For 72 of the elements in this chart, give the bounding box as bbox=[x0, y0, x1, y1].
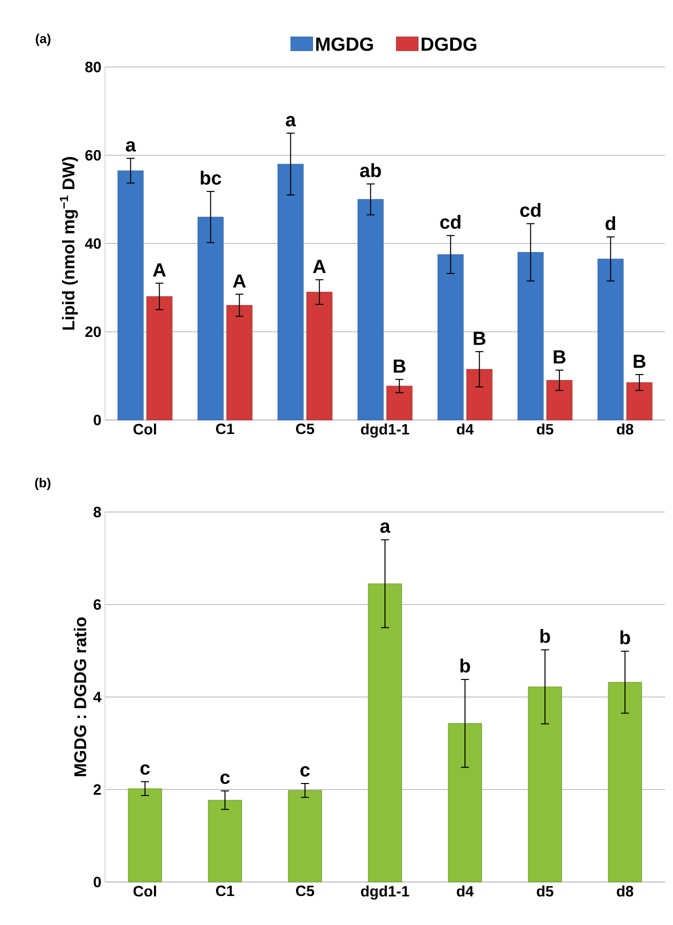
bar bbox=[358, 199, 384, 420]
y-tick-label: 8 bbox=[94, 506, 101, 518]
x-tick-label: C1 bbox=[216, 424, 234, 434]
annotation: A bbox=[313, 260, 326, 273]
annotation: B bbox=[474, 332, 486, 345]
bar bbox=[466, 369, 492, 420]
x-tick-label: d8 bbox=[616, 424, 634, 435]
annotation: cd bbox=[440, 214, 460, 229]
annotation: B bbox=[634, 354, 646, 368]
x-tick-label: C1 bbox=[216, 886, 234, 896]
annotation: d bbox=[606, 216, 616, 230]
bar bbox=[208, 800, 242, 882]
annotation: b bbox=[460, 658, 470, 673]
annotation: c bbox=[300, 766, 310, 777]
x-tick-label: dgd1-1 bbox=[361, 424, 410, 438]
annotation: bc bbox=[200, 170, 222, 185]
legend-label: MGDG bbox=[316, 37, 373, 51]
x-tick-label: Col bbox=[134, 424, 156, 435]
y-tick-label: 80 bbox=[85, 62, 101, 72]
annotation: b bbox=[620, 630, 630, 644]
bar bbox=[608, 682, 642, 882]
bar bbox=[146, 296, 172, 420]
annotation: cd bbox=[520, 202, 540, 217]
legend-label: DGDG bbox=[422, 37, 476, 51]
x-tick-label: d5 bbox=[536, 424, 554, 435]
x-tick-label: Col bbox=[134, 886, 156, 897]
bar bbox=[626, 382, 652, 420]
y-tick-label: 6 bbox=[94, 599, 101, 610]
bar bbox=[306, 292, 332, 420]
bar bbox=[226, 305, 252, 420]
bar bbox=[448, 723, 482, 882]
x-tick-label: d4 bbox=[456, 424, 474, 435]
y-tick-label: 2 bbox=[94, 784, 101, 795]
bar bbox=[118, 170, 144, 420]
annotation: b bbox=[540, 628, 550, 643]
annotation: a bbox=[380, 522, 390, 533]
bar bbox=[386, 386, 412, 420]
bar bbox=[128, 788, 162, 882]
annotation: A bbox=[153, 263, 166, 276]
x-tick-label: d4 bbox=[456, 886, 474, 897]
x-tick-label: d8 bbox=[616, 886, 634, 897]
y-axis-title: Lipid (nmol mg$^{−1}$ DW) bbox=[60, 157, 78, 330]
text: (b) bbox=[35, 478, 50, 490]
x-tick-label: C5 bbox=[296, 886, 314, 896]
bar bbox=[278, 164, 304, 420]
y-tick-label: 40 bbox=[85, 238, 101, 249]
text: (a) bbox=[36, 34, 50, 46]
bar bbox=[546, 380, 572, 420]
annotation: B bbox=[554, 350, 566, 364]
x-tick-label: C5 bbox=[296, 424, 314, 434]
y-tick-label: 4 bbox=[93, 692, 102, 702]
bar bbox=[528, 686, 562, 882]
x-tick-label: d5 bbox=[536, 886, 554, 897]
y-tick-label: 60 bbox=[85, 150, 101, 161]
bar bbox=[368, 584, 402, 882]
bar bbox=[598, 258, 624, 420]
y-tick-label: 0 bbox=[94, 414, 101, 426]
annotation: A bbox=[233, 274, 246, 288]
y-tick-label: 0 bbox=[94, 876, 101, 888]
bar bbox=[438, 254, 464, 420]
annotation: c bbox=[220, 774, 230, 784]
y-axis-title: MGDG : DGDG ratio bbox=[74, 617, 86, 776]
annotation: a bbox=[286, 116, 296, 126]
annotation: B bbox=[394, 360, 406, 373]
bar bbox=[518, 252, 544, 420]
x-tick-label: dgd1-1 bbox=[361, 886, 410, 900]
y-tick-label: 20 bbox=[85, 326, 101, 338]
bar bbox=[198, 216, 224, 420]
annotation: ab bbox=[360, 163, 381, 178]
bar bbox=[288, 790, 322, 882]
annotation: a bbox=[126, 141, 136, 152]
annotation: c bbox=[140, 764, 150, 775]
